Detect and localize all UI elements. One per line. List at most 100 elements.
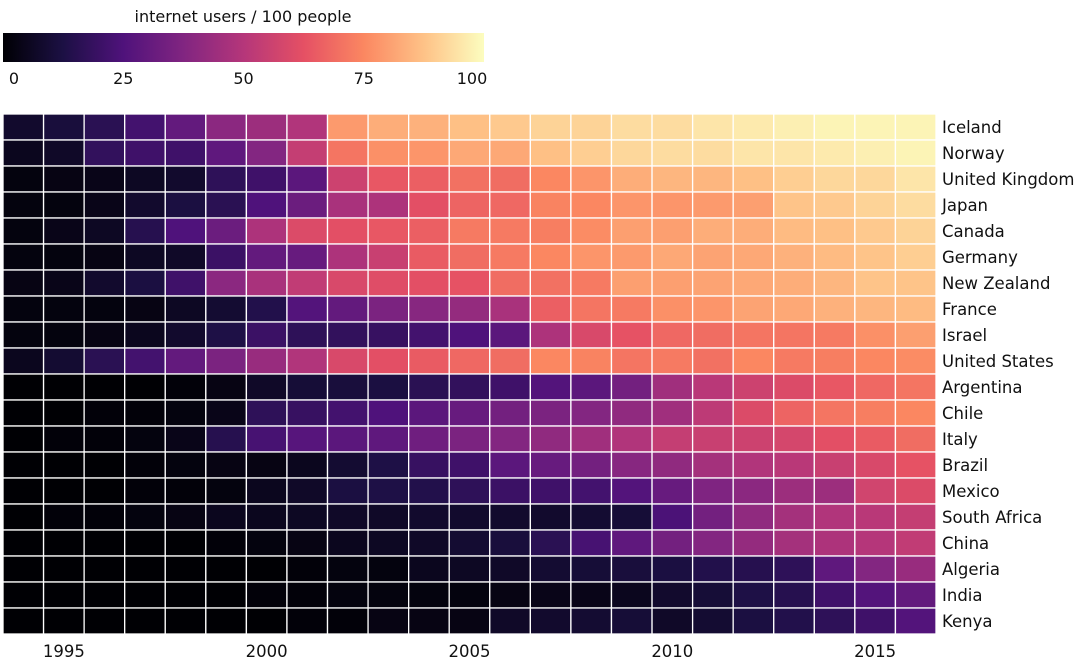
country-labels: Iceland Norway United Kingdom Japan Canada Ge…: [941, 118, 1074, 631]
heatmap-cell: [570, 425, 613, 453]
heatmap-cell: [448, 425, 491, 453]
heatmap-cell: [367, 451, 410, 479]
heatmap-cell: [610, 451, 653, 479]
heatmap-cell: [813, 607, 856, 635]
heatmap-cell: [773, 113, 815, 141]
heatmap-cell: [529, 555, 572, 583]
heatmap-cell: [448, 321, 491, 349]
colorbar-title: internet users / 100 people: [135, 7, 352, 26]
heatmap-cell: [367, 321, 410, 349]
heatmap-cell: [651, 321, 694, 349]
heatmap-cell: [2, 399, 45, 427]
country-label: New Zealand: [942, 274, 1050, 293]
country-label: South Africa: [942, 508, 1042, 527]
heatmap-cell: [894, 191, 937, 219]
heatmap-cell: [124, 529, 166, 557]
heatmap-cell: [773, 581, 815, 609]
heatmap-cell: [326, 321, 369, 349]
heatmap-cell: [610, 503, 653, 531]
heatmap-cell: [732, 321, 775, 349]
heatmap-cell: [529, 191, 572, 219]
heatmap-cell: [529, 529, 572, 557]
heatmap-cell: [570, 139, 613, 167]
heatmap-cell: [448, 347, 491, 375]
heatmap-cell: [124, 269, 166, 297]
heatmap-cell: [2, 139, 45, 167]
heatmap-cell: [205, 321, 248, 349]
heatmap-cell: [610, 321, 653, 349]
heatmap-cell: [813, 321, 856, 349]
heatmap-cell: [245, 113, 288, 141]
heatmap-cell: [164, 347, 207, 375]
heatmap-cell: [529, 477, 572, 505]
heatmap-cell: [529, 373, 572, 401]
heatmap-cell: [773, 139, 815, 167]
heatmap-cell: [83, 373, 126, 401]
heatmap-cell: [732, 191, 775, 219]
heatmap-cell: [2, 607, 45, 635]
heatmap-cell: [894, 321, 937, 349]
heatmap-cell: [732, 477, 775, 505]
heatmap-cell: [83, 555, 126, 583]
heatmap-cell: [205, 295, 248, 323]
heatmap-cell: [651, 581, 694, 609]
heatmap-cell: [691, 165, 734, 193]
heatmap-cell: [691, 477, 734, 505]
heatmap-cell: [164, 269, 207, 297]
heatmap-cell: [448, 191, 491, 219]
heatmap-cell: [773, 295, 815, 323]
heatmap-cell: [408, 113, 450, 141]
heatmap-cell: [894, 555, 937, 583]
heatmap-cell: [164, 529, 207, 557]
heatmap-cell: [651, 295, 694, 323]
heatmap-cell: [83, 503, 126, 531]
heatmap-cell: [326, 217, 369, 245]
country-label: China: [942, 534, 989, 553]
heatmap-cell: [854, 269, 897, 297]
heatmap-cell: [2, 503, 45, 531]
heatmap-cell: [245, 607, 288, 635]
heatmap-cell: [2, 113, 45, 141]
colorbar-gradient: [3, 33, 484, 62]
heatmap-cell: [2, 477, 45, 505]
heatmap-cell: [691, 217, 734, 245]
heatmap-cell: [124, 373, 166, 401]
heatmap-cell: [124, 139, 166, 167]
heatmap-cell: [489, 347, 531, 375]
heatmap-cell: [83, 139, 126, 167]
heatmap-cell: [367, 347, 410, 375]
heatmap-cell: [42, 399, 85, 427]
country-label: India: [942, 586, 983, 605]
heatmap-cell: [164, 503, 207, 531]
heatmap-cell: [326, 243, 369, 271]
heatmap-cell: [610, 347, 653, 375]
heatmap-cell: [367, 243, 410, 271]
heatmap-cell: [164, 581, 207, 609]
heatmap-cell: [854, 165, 897, 193]
heatmap-cell: [286, 529, 329, 557]
heatmap-cell: [2, 529, 45, 557]
heatmap-cell: [42, 321, 85, 349]
heatmap-cell: [367, 581, 410, 609]
heatmap-cell: [610, 139, 653, 167]
heatmap-cell: [245, 269, 288, 297]
heatmap-cell: [326, 191, 369, 219]
heatmap-cell: [489, 373, 531, 401]
heatmap-cell: [326, 451, 369, 479]
heatmap-cell: [326, 269, 369, 297]
heatmap-cell: [286, 243, 329, 271]
heatmap-cell: [124, 425, 166, 453]
heatmap-cell: [124, 191, 166, 219]
heatmap-cell: [448, 373, 491, 401]
heatmap-cell: [529, 503, 572, 531]
heatmap-cell: [529, 425, 572, 453]
heatmap-cell: [570, 529, 613, 557]
heatmap-cell: [651, 165, 694, 193]
heatmap-cell: [124, 295, 166, 323]
heatmap-cell: [813, 581, 856, 609]
heatmap-cell: [570, 399, 613, 427]
heatmap-cell: [326, 529, 369, 557]
heatmap-cell: [691, 373, 734, 401]
year-labels: 1995 2000 2005 2010 2015: [43, 642, 896, 661]
